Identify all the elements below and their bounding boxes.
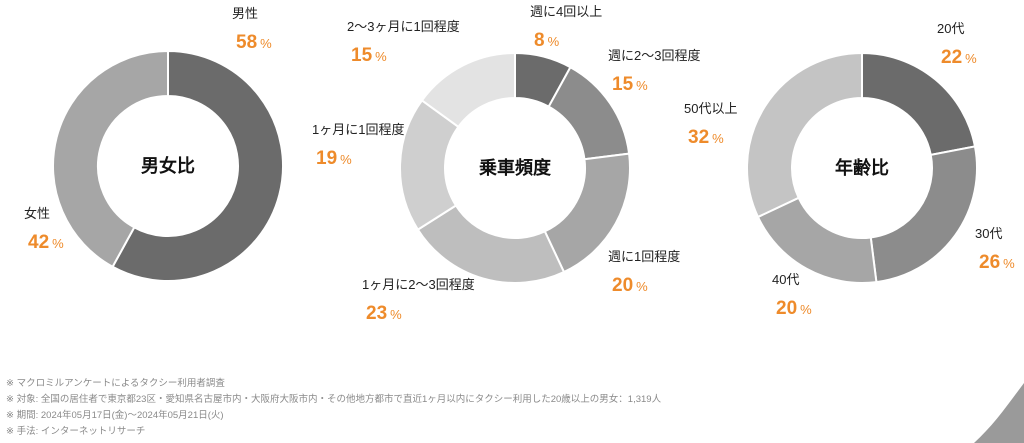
slice-label: 2〜3ヶ月に1回程度 xyxy=(347,19,460,34)
slice-label: 30代 xyxy=(975,226,1002,241)
slice-2-6 xyxy=(420,51,516,129)
slice-value: 22% xyxy=(941,47,977,68)
survey-notes: ※ マクロミルアンケートによるタクシー利用者調査 ※ 対象: 全国の居住者で東京… xyxy=(6,376,966,440)
slice-label: 週に2〜3回程度 xyxy=(608,48,700,63)
slice-value: 20% xyxy=(612,275,648,296)
slice-1-1 xyxy=(111,49,284,282)
slice-label: 1ヶ月に1回程度 xyxy=(312,122,404,137)
slice-value: 19% xyxy=(316,148,352,169)
donut-center-title: 年齢比 xyxy=(835,157,889,178)
donut-chart-1: 男性 58 % 女性 42 % 男女比 xyxy=(24,6,284,282)
slice-label: 20代 xyxy=(937,21,964,36)
slice-3-4 xyxy=(746,51,863,219)
slice-3-3 xyxy=(756,196,878,284)
donut-chart-2: 週に4回以上 8 % 週に2〜3回程度 15 % 週に1回程度 20 % 1ヶ月に2〜3回程度 23… xyxy=(312,4,700,324)
slice-label: 週に4回以上 xyxy=(530,4,602,19)
slice-2-4 xyxy=(416,204,566,284)
note-target: ※ 対象: 全国の居住者で東京都23区・愛知県名古屋市内・大阪府大阪市内・その他… xyxy=(6,394,662,405)
slice-label: 50代以上 xyxy=(684,101,737,116)
donut-center-title: 乗車頻度 xyxy=(479,157,552,178)
slice-value: 20% xyxy=(776,298,812,319)
slice-value: 42% xyxy=(28,232,64,253)
slice-label: 週に1回程度 xyxy=(608,249,680,264)
slice-label: 1ヶ月に2〜3回程度 xyxy=(362,277,475,292)
donut-center-title: 男女比 xyxy=(141,155,195,176)
slice-label: 女性 xyxy=(24,206,50,221)
note-method: ※ 手法: インターネットリサーチ xyxy=(6,426,146,437)
slice-value: 15% xyxy=(351,45,387,66)
corner-decoration xyxy=(974,383,1024,443)
slice-3-1 xyxy=(861,51,977,157)
note-source: ※ マクロミルアンケートによるタクシー利用者調査 xyxy=(6,378,225,389)
slice-value: 26% xyxy=(979,252,1015,273)
donut-chart-3: 20代 22 % 30代 26 % 40代 20 % 50代以上 32 % 年齢比 xyxy=(684,21,1015,319)
slice-3-2 xyxy=(869,145,978,284)
slice-value: 15% xyxy=(612,74,648,95)
slice-1-2 xyxy=(52,49,169,269)
slice-label: 40代 xyxy=(772,272,799,287)
slice-value: 32% xyxy=(688,127,724,148)
slice-value: 23% xyxy=(366,303,402,324)
slice-value: 8% xyxy=(534,30,560,51)
slice-value: 58% xyxy=(236,32,272,53)
note-period: ※ 期間: 2024年05月17日(金)〜2024年05月21日(火) xyxy=(6,410,224,421)
slice-label: 男性 xyxy=(232,6,258,21)
